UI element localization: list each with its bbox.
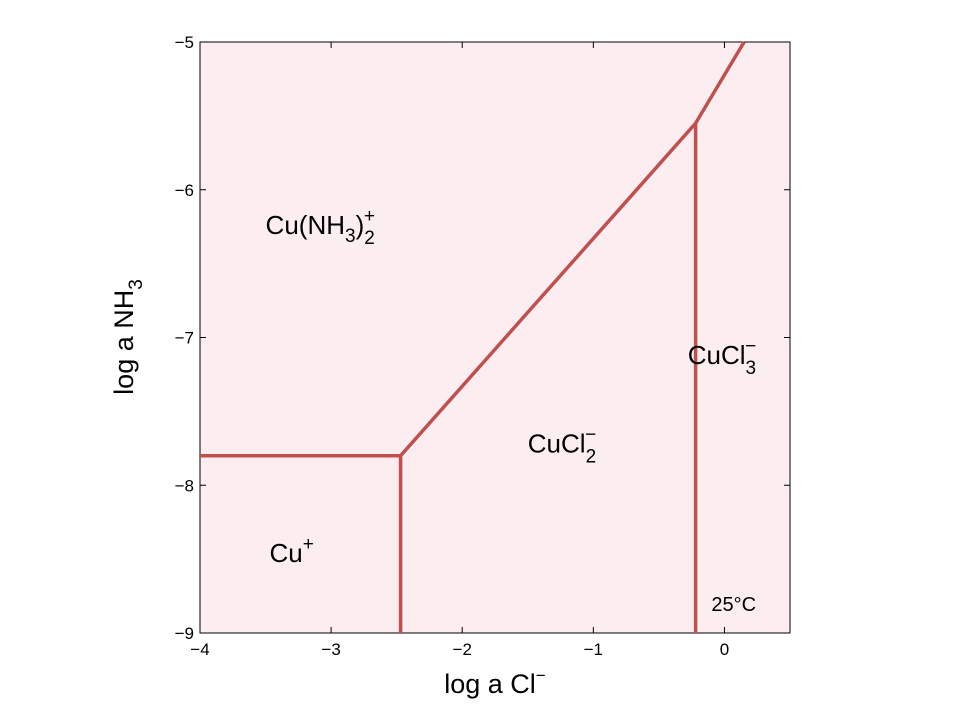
y-tick-label: −8	[175, 476, 194, 495]
temperature-label: 25°C	[711, 594, 756, 616]
x-tick-label: −2	[453, 640, 472, 659]
x-tick-label: −4	[190, 640, 209, 659]
field-boundaries	[200, 41, 746, 633]
field-labels: Cu(NH3)2+ Cu+ CuCl2− CuCl3−	[266, 206, 757, 568]
cucl2-label: CuCl2−	[528, 425, 596, 468]
y-tick-label: −6	[175, 181, 194, 200]
x-tick-label: 0	[720, 640, 729, 659]
y-tick-label: −5	[175, 33, 194, 52]
ammine-cucl2-boundary-line	[399, 122, 697, 457]
x-axis-label: log a Cl−	[444, 666, 546, 699]
ammine-cucl3-boundary-line	[694, 41, 746, 125]
y-axis-label: log a NH3	[109, 279, 147, 395]
x-tick-label: −3	[321, 640, 340, 659]
cu-plus-label: Cu+	[269, 534, 313, 568]
x-tick-label: −1	[584, 640, 603, 659]
cucl3-label: CuCl3−	[688, 336, 756, 379]
y-tick-label: −9	[175, 624, 194, 643]
axis-ticks: −4 −3 −2 −1 0 −5 −6 −7 −8 −9	[175, 33, 790, 659]
plot-area	[199, 41, 791, 634]
y-tick-label: −7	[175, 329, 194, 348]
cu-ammine-label: Cu(NH3)2+	[266, 206, 375, 249]
